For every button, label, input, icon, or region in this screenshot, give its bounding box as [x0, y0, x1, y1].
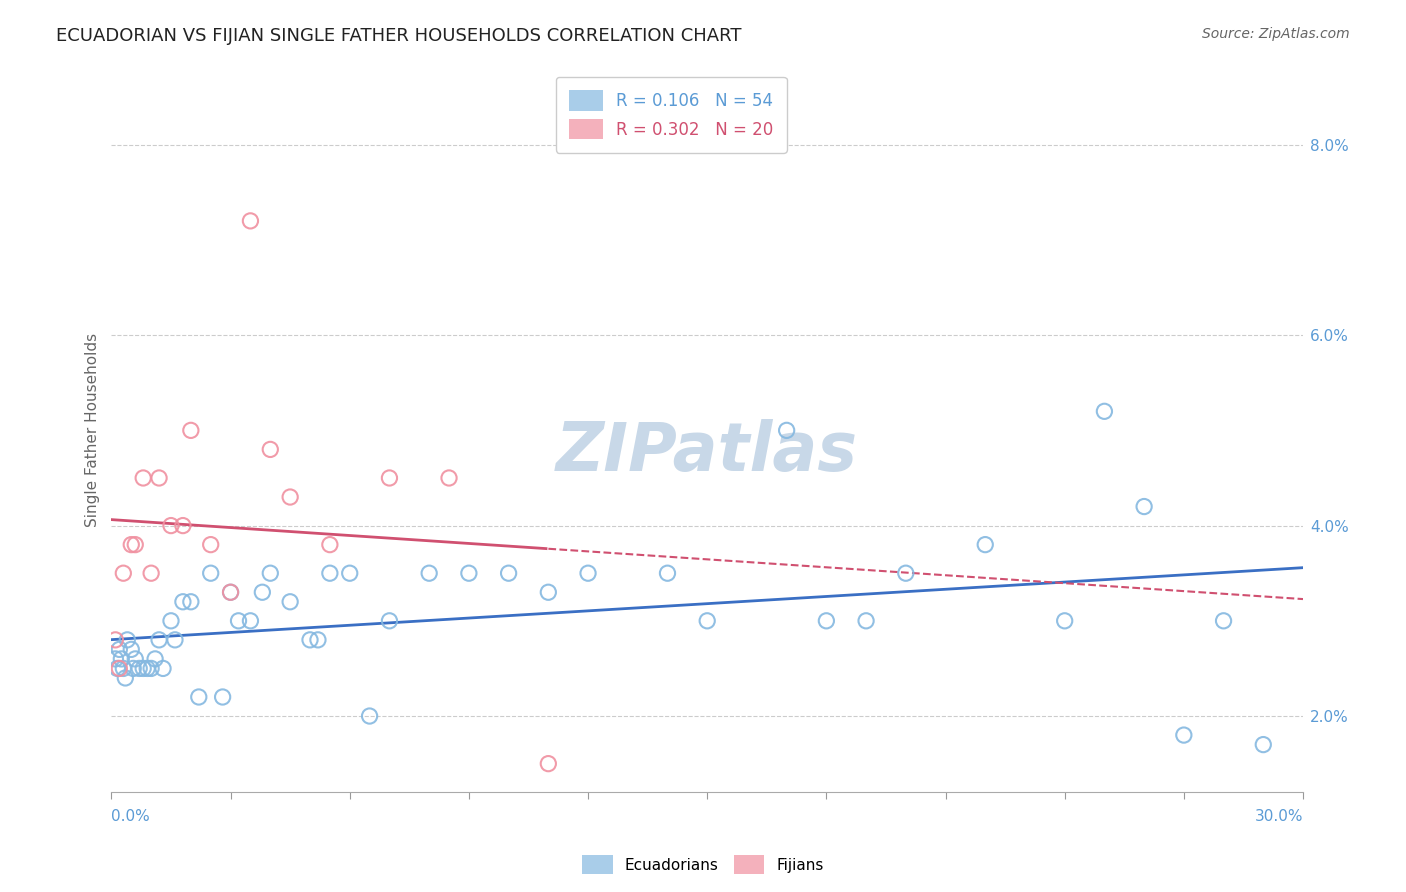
Point — [117, 632, 139, 647]
Point — [1212, 614, 1234, 628]
Point — [319, 566, 342, 581]
Point — [139, 661, 162, 675]
Point — [172, 595, 194, 609]
Point — [657, 566, 679, 581]
Point — [1251, 738, 1274, 752]
Point — [1092, 404, 1115, 418]
Point — [163, 632, 186, 647]
Point — [104, 652, 127, 666]
Point — [122, 661, 145, 675]
Point — [252, 585, 274, 599]
Point — [259, 566, 281, 581]
Point — [437, 471, 460, 485]
Point — [239, 214, 262, 228]
Text: 0.0%: 0.0% — [111, 809, 150, 824]
Text: 30.0%: 30.0% — [1254, 809, 1303, 824]
Point — [219, 585, 242, 599]
Point — [239, 614, 262, 628]
Point — [105, 661, 128, 675]
Point — [378, 614, 401, 628]
Point — [211, 690, 233, 704]
Point — [855, 614, 877, 628]
Point — [148, 471, 170, 485]
Point — [894, 566, 917, 581]
Point — [339, 566, 361, 581]
Point — [200, 538, 222, 552]
Point — [160, 518, 183, 533]
Point — [1053, 614, 1076, 628]
Point — [136, 661, 159, 675]
Point — [180, 595, 202, 609]
Point — [278, 595, 301, 609]
Point — [576, 566, 599, 581]
Point — [108, 661, 131, 675]
Point — [120, 642, 142, 657]
Point — [120, 538, 142, 552]
Point — [180, 423, 202, 437]
Point — [537, 585, 560, 599]
Point — [112, 661, 135, 675]
Point — [319, 538, 342, 552]
Point — [359, 709, 381, 723]
Point — [148, 632, 170, 647]
Point — [160, 614, 183, 628]
Legend: Ecuadorians, Fijians: Ecuadorians, Fijians — [576, 849, 830, 880]
Point — [110, 652, 132, 666]
Point — [696, 614, 718, 628]
Point — [228, 614, 250, 628]
Point — [124, 652, 146, 666]
Point — [815, 614, 838, 628]
Point — [139, 566, 162, 581]
Point — [418, 566, 440, 581]
Point — [298, 632, 321, 647]
Point — [187, 690, 209, 704]
Point — [457, 566, 479, 581]
Point — [128, 661, 150, 675]
Point — [172, 518, 194, 533]
Point — [775, 423, 797, 437]
Point — [143, 652, 166, 666]
Point — [112, 566, 135, 581]
Point — [124, 538, 146, 552]
Point — [278, 490, 301, 504]
Point — [1133, 500, 1156, 514]
Point — [974, 538, 997, 552]
Point — [307, 632, 329, 647]
Text: ZIPatlas: ZIPatlas — [557, 419, 858, 485]
Point — [1173, 728, 1195, 742]
Point — [152, 661, 174, 675]
Text: Source: ZipAtlas.com: Source: ZipAtlas.com — [1202, 27, 1350, 41]
Point — [104, 632, 127, 647]
Point — [132, 471, 155, 485]
Point — [378, 471, 401, 485]
Point — [219, 585, 242, 599]
Text: ECUADORIAN VS FIJIAN SINGLE FATHER HOUSEHOLDS CORRELATION CHART: ECUADORIAN VS FIJIAN SINGLE FATHER HOUSE… — [56, 27, 742, 45]
Point — [537, 756, 560, 771]
Point — [132, 661, 155, 675]
Point — [114, 671, 136, 685]
Legend: R = 0.106   N = 54, R = 0.302   N = 20: R = 0.106 N = 54, R = 0.302 N = 20 — [557, 77, 787, 153]
Point — [108, 642, 131, 657]
Point — [498, 566, 520, 581]
Point — [259, 442, 281, 457]
Point — [200, 566, 222, 581]
Y-axis label: Single Father Households: Single Father Households — [86, 334, 100, 527]
